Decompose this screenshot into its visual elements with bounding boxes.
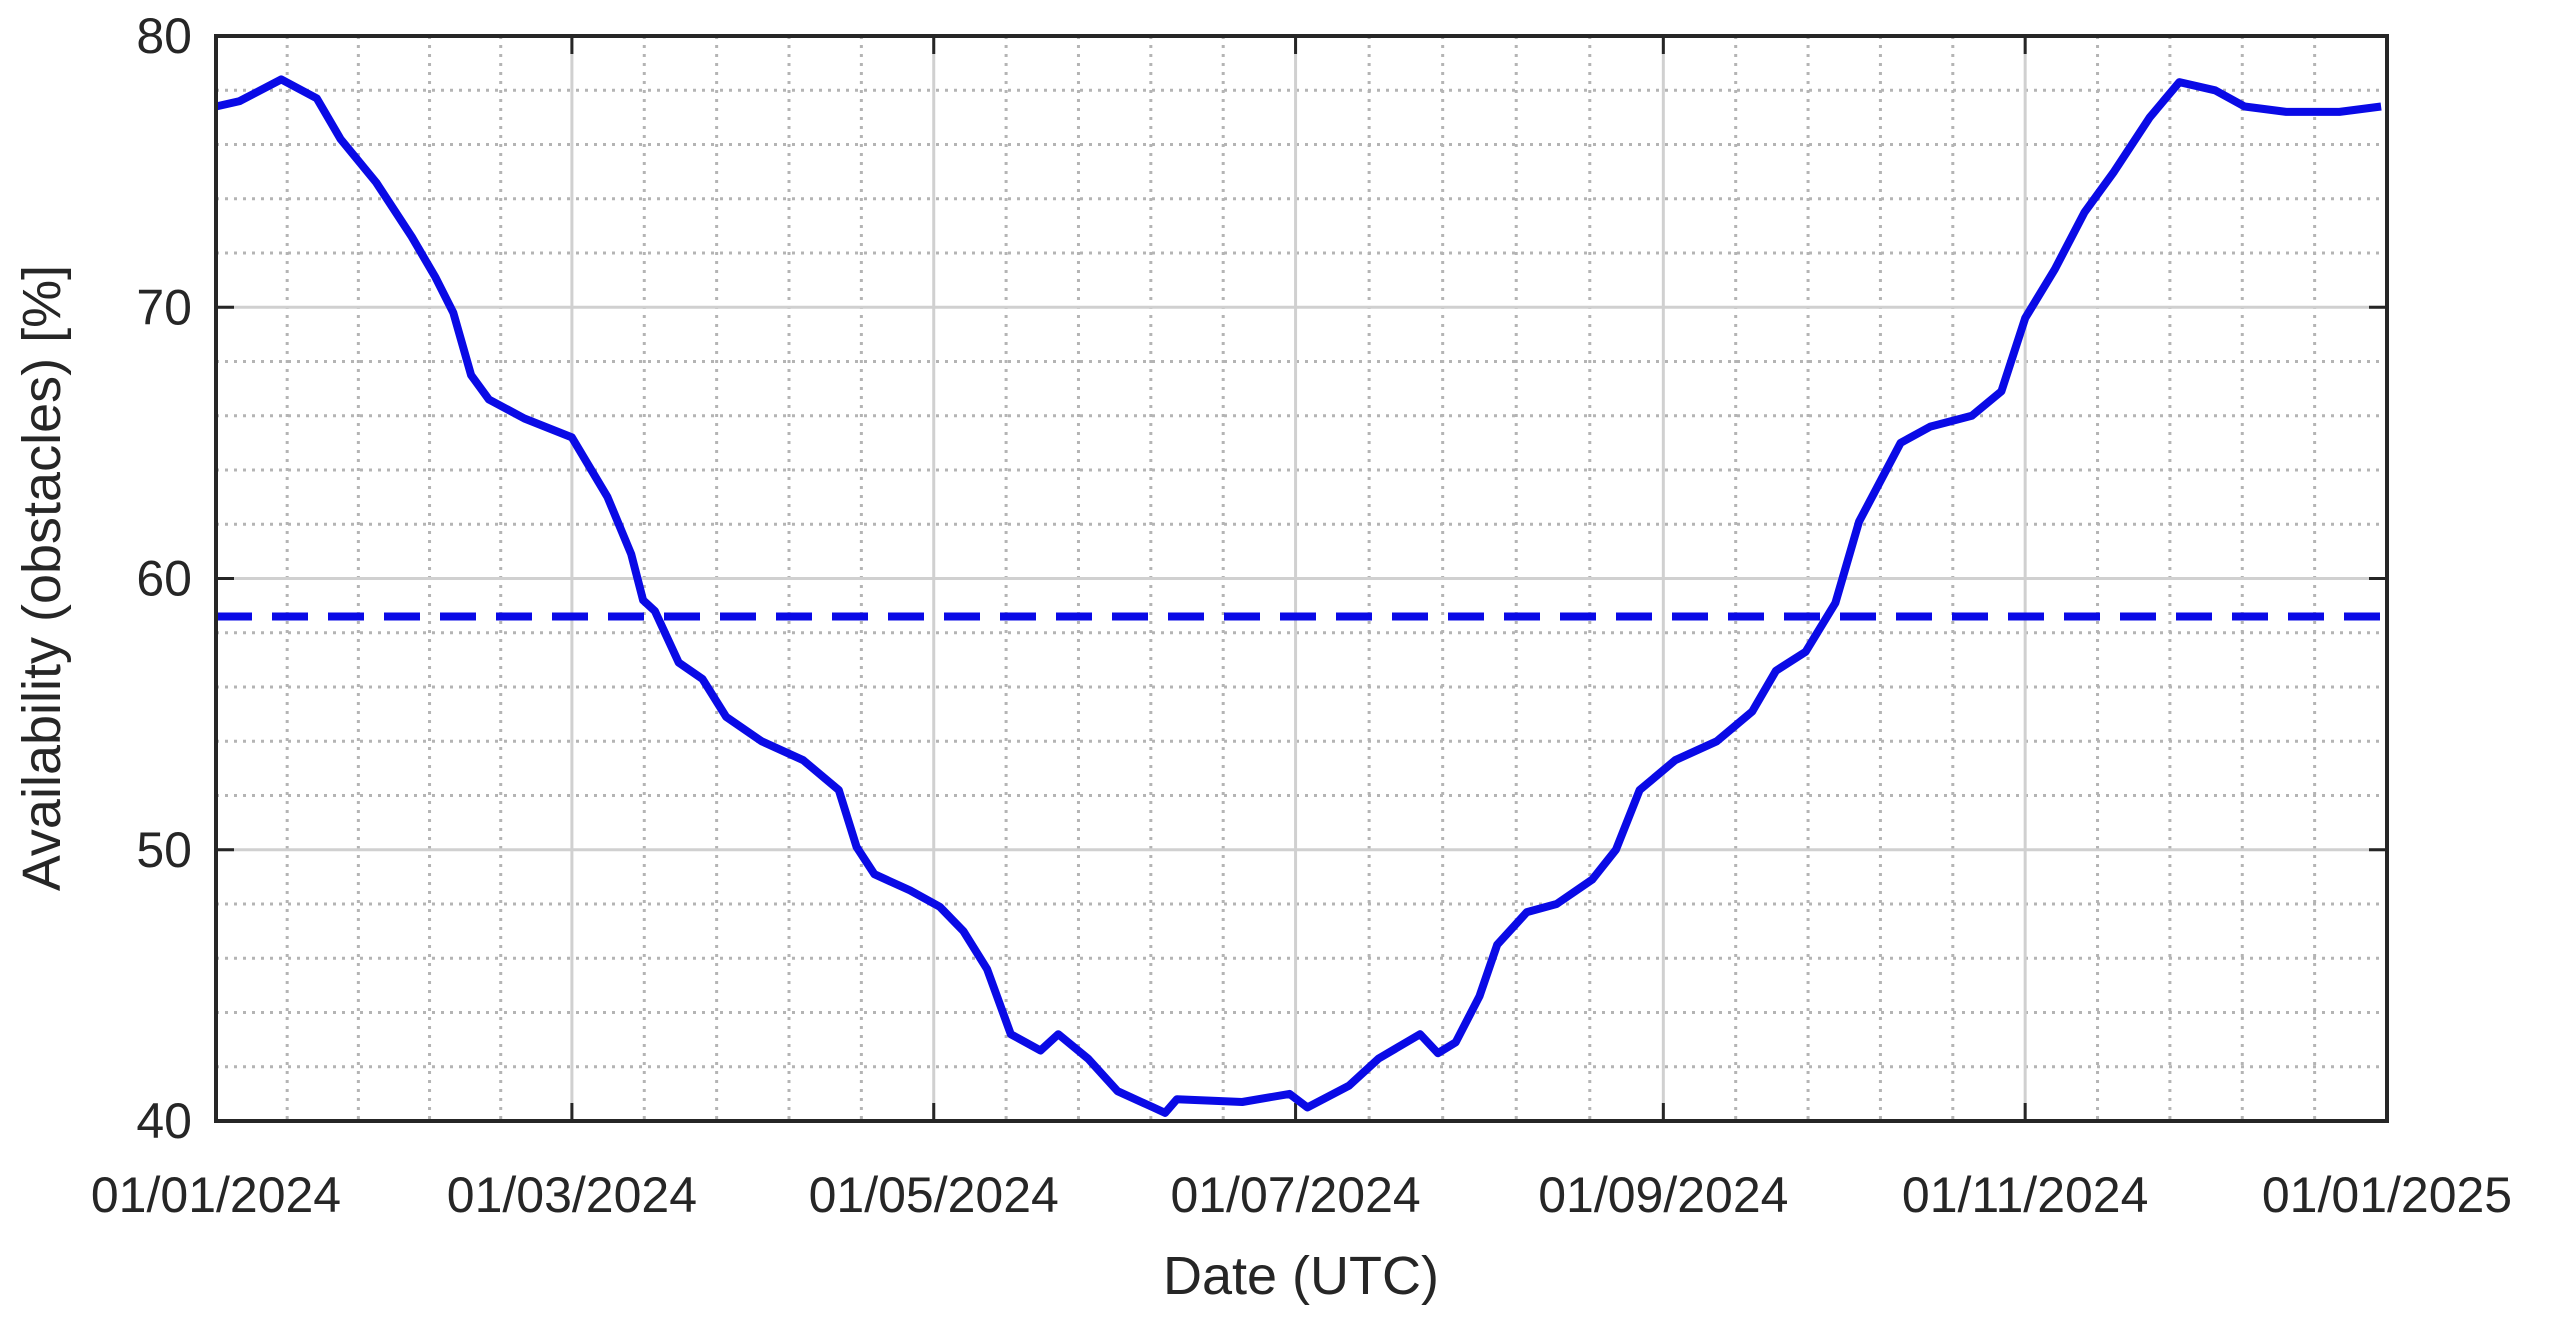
plot-frame [214, 34, 2389, 1123]
y-tick-label: 50 [136, 822, 192, 878]
y-tick-label: 60 [136, 551, 192, 607]
y-axis-label: Availability (obstacles) [%] [12, 265, 72, 891]
x-tick-label: 01/01/2025 [2262, 1167, 2512, 1223]
x-tick-label: 01/09/2024 [1538, 1167, 1788, 1223]
x-tick-label: 01/11/2024 [1902, 1167, 2149, 1223]
x-tick-label: 01/07/2024 [1170, 1167, 1420, 1223]
y-tick-label: 40 [136, 1093, 192, 1149]
x-axis-label: Date (UTC) [1163, 1246, 1439, 1306]
x-tick-label: 01/05/2024 [809, 1167, 1059, 1223]
x-tick-label: 01/03/2024 [447, 1167, 697, 1223]
y-tick-label: 70 [136, 279, 192, 335]
data-line [215, 75, 2382, 1117]
y-tick-label: 80 [136, 8, 192, 64]
x-tick-label: 01/01/2024 [91, 1167, 341, 1223]
